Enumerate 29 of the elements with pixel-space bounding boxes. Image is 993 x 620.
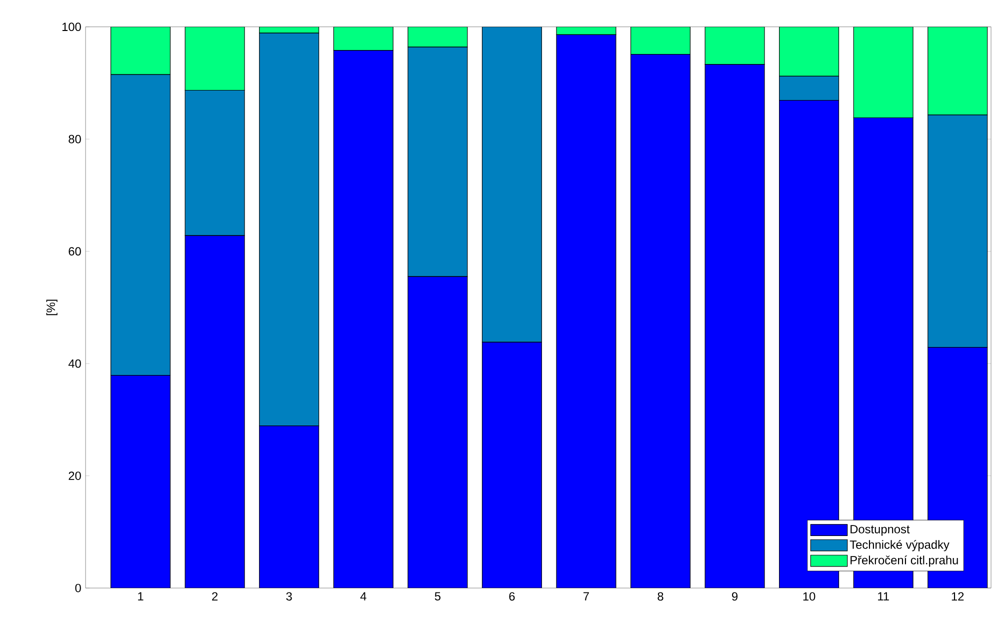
x-tick-label: 10 — [803, 592, 816, 601]
x-tick-label: 12 — [952, 592, 964, 601]
x-tick-label: 11 — [878, 592, 889, 600]
bar — [184, 90, 245, 236]
x-tick-label: 3 — [286, 592, 292, 601]
x-tick-label: 2 — [212, 592, 218, 601]
y-tick-label: 20 — [68, 472, 81, 480]
y-tick-label: 60 — [68, 247, 81, 256]
y-tick-label: 40 — [68, 359, 81, 368]
legend-label: Překročení citl.prahu — [850, 556, 958, 567]
x-tick-label: 5 — [434, 592, 440, 601]
bar — [110, 74, 171, 376]
y-axis-title: [%] — [46, 300, 58, 316]
x-tick-label: 8 — [658, 592, 664, 601]
x-tick-label: 1 — [138, 592, 144, 600]
x-tick-label: 6 — [509, 592, 515, 601]
bar — [408, 46, 468, 277]
bar — [259, 32, 320, 426]
x-tick-label: 4 — [360, 592, 366, 600]
y-tick-label: 0 — [75, 584, 81, 592]
x-tick-label: 7 — [584, 592, 589, 600]
x-tick-label: 9 — [732, 592, 738, 601]
y-tick-label: 100 — [62, 22, 81, 32]
bar — [928, 114, 988, 348]
legend-label: Technické výpadky — [850, 540, 950, 552]
y-tick-label: 80 — [68, 134, 81, 144]
legend-label: Dostupnost — [850, 525, 910, 536]
bar — [779, 76, 840, 101]
bar — [482, 26, 542, 343]
